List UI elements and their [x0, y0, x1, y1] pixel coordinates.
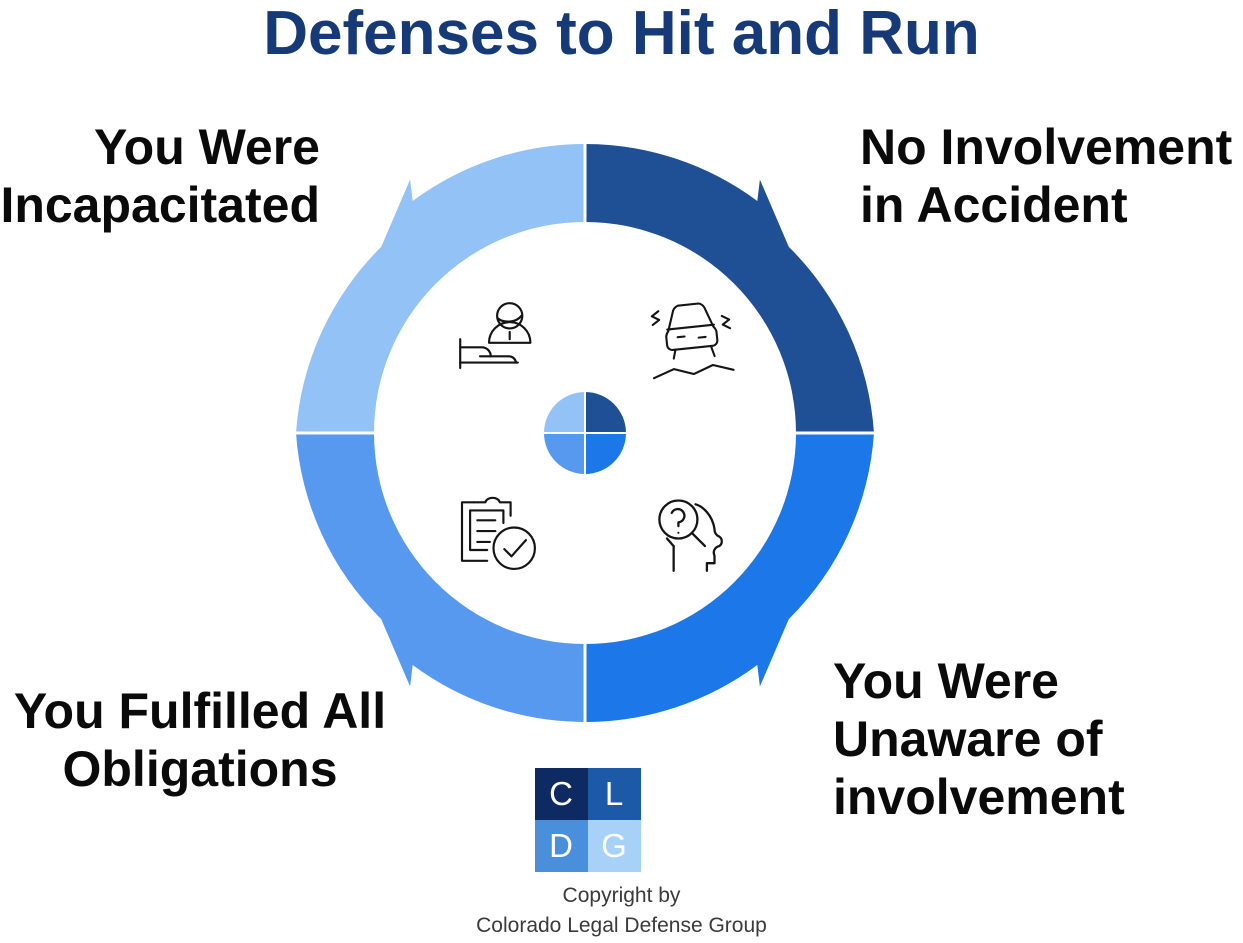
- svg-text:D: D: [549, 827, 573, 864]
- svg-text:L: L: [605, 775, 623, 812]
- svg-text:C: C: [549, 775, 573, 812]
- svg-text:G: G: [601, 827, 627, 864]
